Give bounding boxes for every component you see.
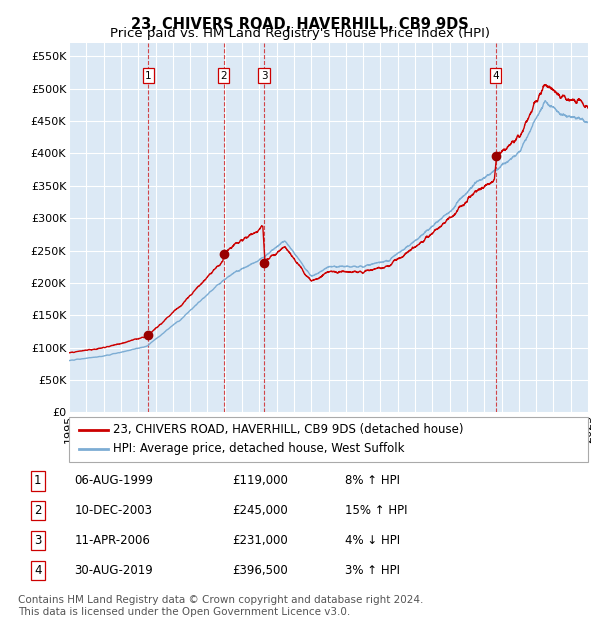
Text: £245,000: £245,000 [232, 504, 288, 517]
Text: 2: 2 [34, 504, 41, 517]
Text: 23, CHIVERS ROAD, HAVERHILL, CB9 9DS: 23, CHIVERS ROAD, HAVERHILL, CB9 9DS [131, 17, 469, 32]
Text: £119,000: £119,000 [232, 474, 288, 487]
Text: 1: 1 [145, 71, 152, 81]
Text: £396,500: £396,500 [232, 564, 288, 577]
Text: 06-AUG-1999: 06-AUG-1999 [74, 474, 154, 487]
Text: 8% ↑ HPI: 8% ↑ HPI [345, 474, 400, 487]
Text: 1: 1 [34, 474, 41, 487]
Text: 15% ↑ HPI: 15% ↑ HPI [345, 504, 407, 517]
Text: 3: 3 [34, 534, 41, 547]
Text: Contains HM Land Registry data © Crown copyright and database right 2024.
This d: Contains HM Land Registry data © Crown c… [18, 595, 424, 617]
Text: 3% ↑ HPI: 3% ↑ HPI [345, 564, 400, 577]
Text: 4: 4 [34, 564, 41, 577]
FancyBboxPatch shape [69, 417, 588, 462]
Text: 10-DEC-2003: 10-DEC-2003 [74, 504, 152, 517]
Text: 2: 2 [220, 71, 227, 81]
Text: 23, CHIVERS ROAD, HAVERHILL, CB9 9DS (detached house): 23, CHIVERS ROAD, HAVERHILL, CB9 9DS (de… [113, 423, 464, 436]
Text: Price paid vs. HM Land Registry's House Price Index (HPI): Price paid vs. HM Land Registry's House … [110, 27, 490, 40]
Text: 3: 3 [260, 71, 267, 81]
Text: HPI: Average price, detached house, West Suffolk: HPI: Average price, detached house, West… [113, 442, 404, 455]
Text: 4% ↓ HPI: 4% ↓ HPI [345, 534, 400, 547]
Text: 4: 4 [493, 71, 499, 81]
Text: £231,000: £231,000 [232, 534, 288, 547]
Text: 11-APR-2006: 11-APR-2006 [74, 534, 150, 547]
Text: 30-AUG-2019: 30-AUG-2019 [74, 564, 153, 577]
